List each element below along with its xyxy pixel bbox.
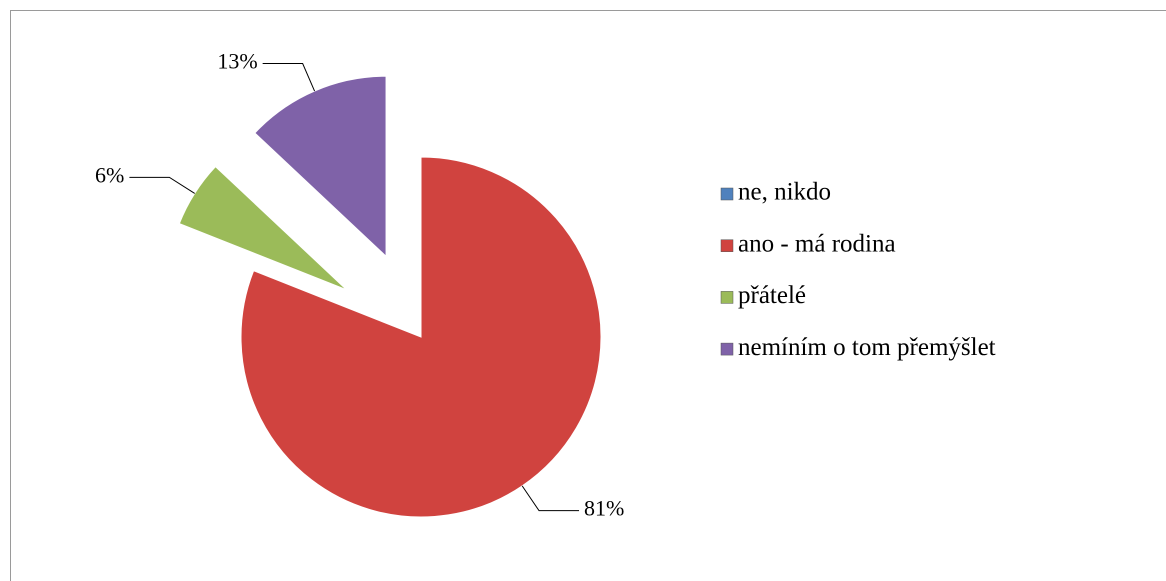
leader-line <box>129 176 195 194</box>
data-label: 6% <box>95 162 124 187</box>
pie-slice <box>254 75 387 258</box>
legend-marker <box>720 187 734 201</box>
data-label: 81% <box>584 496 624 521</box>
legend-label: ano - má rodina <box>738 230 896 257</box>
data-label: 13% <box>217 49 257 74</box>
legend-marker <box>720 291 734 304</box>
legend-label: nemíním o tom přemýšlet <box>738 334 996 361</box>
pie-slice <box>240 156 602 518</box>
pie-slice <box>178 165 348 291</box>
legend-marker <box>720 239 734 252</box>
leader-line <box>262 63 316 92</box>
legend-label: ne, nikdo <box>738 179 831 206</box>
leader-line <box>521 485 580 512</box>
legend-label: přátelé <box>738 282 806 309</box>
legend-marker <box>720 342 734 356</box>
